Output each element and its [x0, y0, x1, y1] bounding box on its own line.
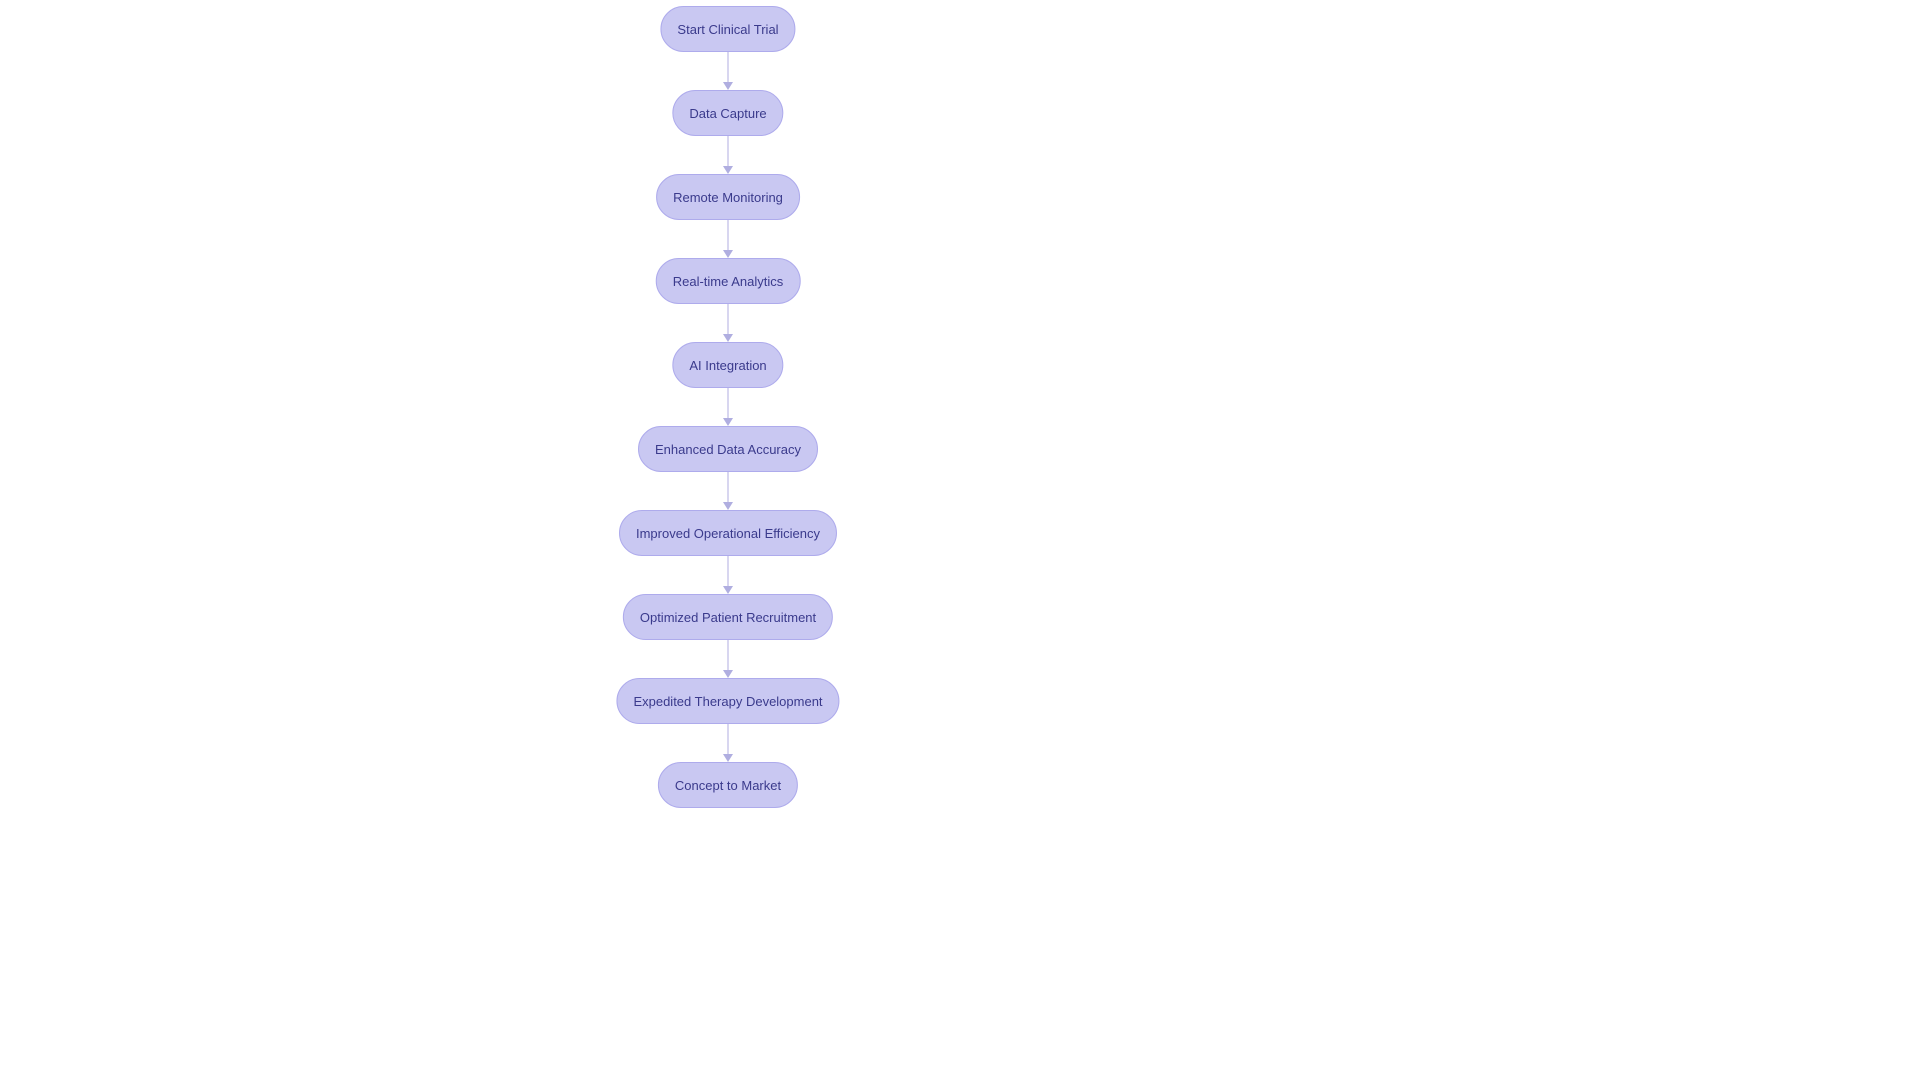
arrow-down-icon — [723, 334, 733, 342]
flow-node-n5: Enhanced Data Accuracy — [638, 426, 818, 472]
flow-node-n2: Remote Monitoring — [656, 174, 800, 220]
flow-edge — [728, 388, 729, 419]
arrow-down-icon — [723, 166, 733, 174]
arrow-down-icon — [723, 754, 733, 762]
flow-edge — [728, 472, 729, 503]
flow-node-n4: AI Integration — [672, 342, 783, 388]
flow-edge — [728, 52, 729, 83]
flow-edge — [728, 724, 729, 755]
arrow-down-icon — [723, 502, 733, 510]
arrow-down-icon — [723, 250, 733, 258]
flow-node-n8: Expedited Therapy Development — [616, 678, 839, 724]
flow-node-n1: Data Capture — [672, 90, 783, 136]
flow-node-label: Optimized Patient Recruitment — [640, 610, 816, 625]
flow-node-label: AI Integration — [689, 358, 766, 373]
arrow-down-icon — [723, 670, 733, 678]
flow-node-n9: Concept to Market — [658, 762, 798, 808]
arrow-down-icon — [723, 586, 733, 594]
flow-node-label: Expedited Therapy Development — [633, 694, 822, 709]
flow-edge — [728, 304, 729, 335]
flow-node-n6: Improved Operational Efficiency — [619, 510, 837, 556]
flow-node-label: Concept to Market — [675, 778, 781, 793]
flow-edge — [728, 640, 729, 671]
flow-node-label: Enhanced Data Accuracy — [655, 442, 801, 457]
flow-node-label: Remote Monitoring — [673, 190, 783, 205]
flowchart-container: Start Clinical Trial Data Capture Remote M… — [0, 0, 1920, 1080]
flow-node-label: Start Clinical Trial — [677, 22, 778, 37]
flow-node-label: Data Capture — [689, 106, 766, 121]
flow-node-label: Real-time Analytics — [673, 274, 784, 289]
flow-node-n0: Start Clinical Trial — [660, 6, 795, 52]
arrow-down-icon — [723, 418, 733, 426]
flow-node-n3: Real-time Analytics — [656, 258, 801, 304]
flow-edge — [728, 220, 729, 251]
flow-node-label: Improved Operational Efficiency — [636, 526, 820, 541]
flow-edge — [728, 556, 729, 587]
arrow-down-icon — [723, 82, 733, 90]
flow-edge — [728, 136, 729, 167]
flow-node-n7: Optimized Patient Recruitment — [623, 594, 833, 640]
